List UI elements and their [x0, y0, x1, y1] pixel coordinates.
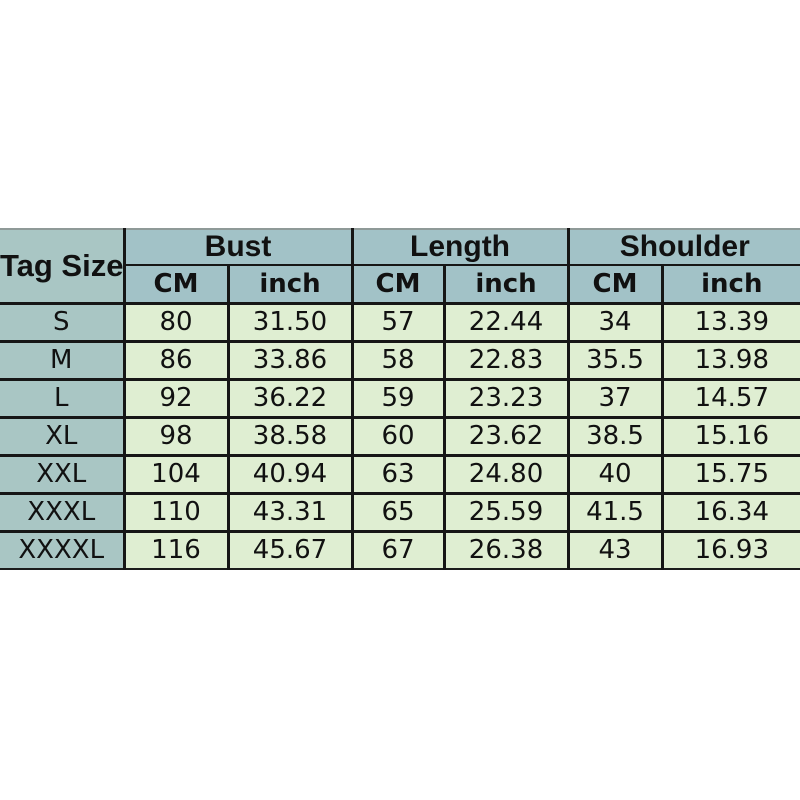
- value-cell: 24.80: [442, 453, 570, 495]
- value-cell: 22.44: [442, 301, 570, 343]
- size-chart-table: Tag Size Bust Length Shoulder CM inch CM…: [0, 228, 800, 570]
- value-cell: 58: [350, 339, 446, 381]
- value-cell: 26.38: [442, 529, 570, 570]
- value-cell: 80: [122, 301, 230, 343]
- value-cell: 104: [122, 453, 230, 495]
- value-cell: 15.75: [660, 453, 800, 495]
- size-cell: S: [0, 301, 126, 343]
- value-cell: 65: [350, 491, 446, 533]
- bust-inch-header: inch: [226, 264, 354, 305]
- table-row: XXXL 110 43.31 65 25.59 41.5 16.34: [0, 491, 800, 533]
- value-cell: 40.94: [226, 453, 354, 495]
- value-cell: 34: [566, 301, 664, 343]
- length-inch-header: inch: [442, 264, 570, 305]
- size-cell: XXXL: [0, 491, 126, 533]
- value-cell: 16.93: [660, 529, 800, 570]
- value-cell: 37: [566, 377, 664, 419]
- value-cell: 41.5: [566, 491, 664, 533]
- group-header-row: Tag Size Bust Length Shoulder: [0, 228, 800, 305]
- value-cell: 38.5: [566, 415, 664, 457]
- value-cell: 35.5: [566, 339, 664, 381]
- table-row: S 80 31.50 57 22.44 34 13.39: [0, 301, 800, 343]
- value-cell: 45.67: [226, 529, 354, 570]
- table-row: XL 98 38.58 60 23.62 38.5 15.16: [0, 415, 800, 457]
- sub-header-row: CM inch CM inch CM inch: [0, 264, 800, 305]
- value-cell: 40: [566, 453, 664, 495]
- size-cell: L: [0, 377, 126, 419]
- table-row: XXL 104 40.94 63 24.80 40 15.75: [0, 453, 800, 495]
- value-cell: 92: [122, 377, 230, 419]
- value-cell: 33.86: [226, 339, 354, 381]
- table-row: L 92 36.22 59 23.23 37 14.57: [0, 377, 800, 419]
- value-cell: 98: [122, 415, 230, 457]
- size-cell: XL: [0, 415, 126, 457]
- value-cell: 38.58: [226, 415, 354, 457]
- bust-cm-header: CM: [122, 264, 230, 305]
- value-cell: 86: [122, 339, 230, 381]
- value-cell: 116: [122, 529, 230, 570]
- value-cell: 23.23: [442, 377, 570, 419]
- value-cell: 15.16: [660, 415, 800, 457]
- shoulder-cm-header: CM: [566, 264, 664, 305]
- value-cell: 63: [350, 453, 446, 495]
- value-cell: 60: [350, 415, 446, 457]
- size-cell: M: [0, 339, 126, 381]
- value-cell: 43: [566, 529, 664, 570]
- value-cell: 14.57: [660, 377, 800, 419]
- group-header-length: Length: [350, 228, 570, 266]
- group-header-bust: Bust: [122, 228, 354, 266]
- tag-size-header: Tag Size: [0, 228, 126, 305]
- size-cell: XXL: [0, 453, 126, 495]
- value-cell: 43.31: [226, 491, 354, 533]
- value-cell: 23.62: [442, 415, 570, 457]
- group-header-shoulder: Shoulder: [566, 228, 800, 266]
- value-cell: 13.98: [660, 339, 800, 381]
- value-cell: 31.50: [226, 301, 354, 343]
- value-cell: 57: [350, 301, 446, 343]
- value-cell: 67: [350, 529, 446, 570]
- length-cm-header: CM: [350, 264, 446, 305]
- value-cell: 110: [122, 491, 230, 533]
- value-cell: 36.22: [226, 377, 354, 419]
- value-cell: 16.34: [660, 491, 800, 533]
- value-cell: 13.39: [660, 301, 800, 343]
- value-cell: 59: [350, 377, 446, 419]
- value-cell: 25.59: [442, 491, 570, 533]
- size-cell: XXXXL: [0, 529, 126, 570]
- shoulder-inch-header: inch: [660, 264, 800, 305]
- table-row: XXXXL 116 45.67 67 26.38 43 16.93: [0, 529, 800, 570]
- value-cell: 22.83: [442, 339, 570, 381]
- table-row: M 86 33.86 58 22.83 35.5 13.98: [0, 339, 800, 381]
